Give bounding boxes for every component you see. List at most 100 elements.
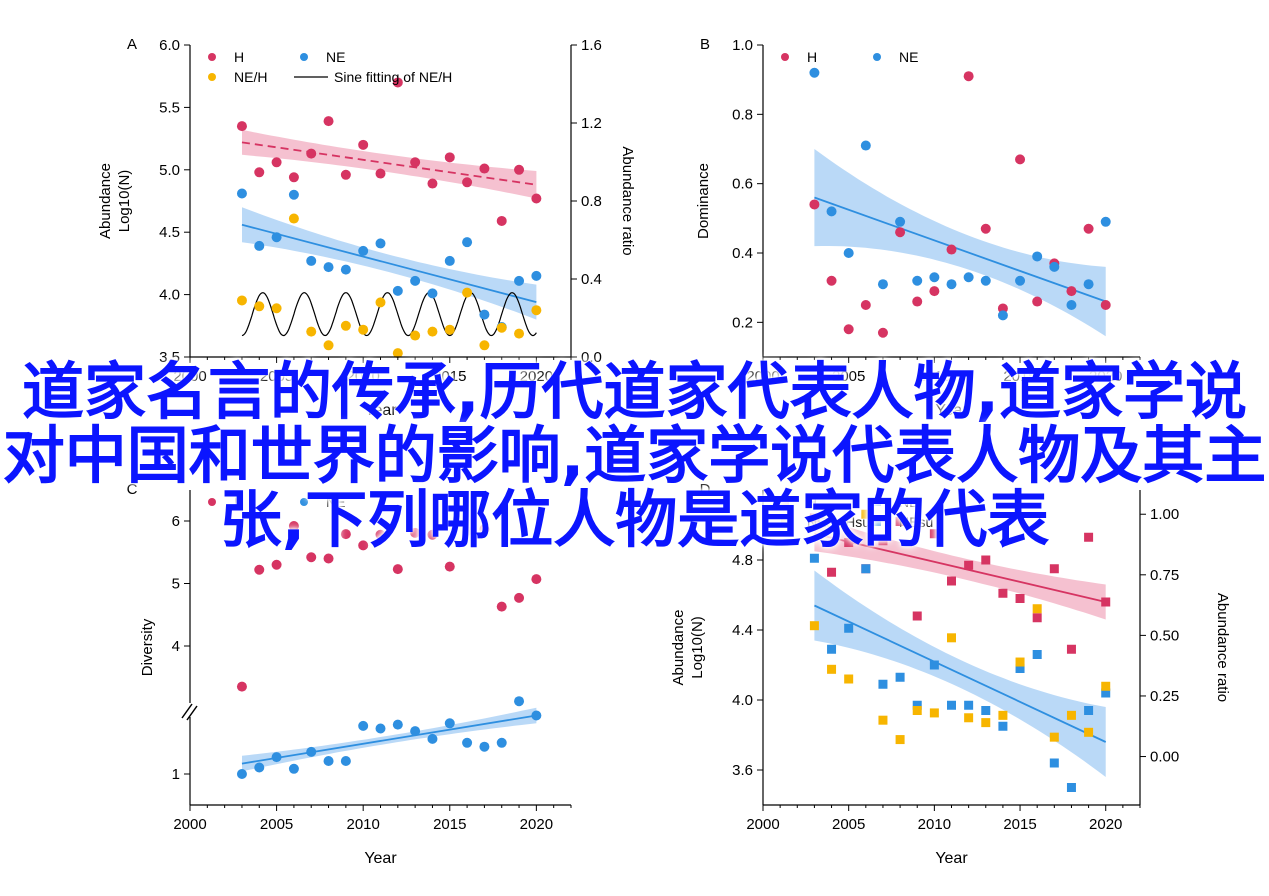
y2-tick-label: 0.50 [1150, 627, 1179, 644]
point-nesu-hsu [912, 706, 922, 715]
point-ne [462, 237, 473, 248]
legend-marker [300, 498, 308, 506]
point-h [964, 560, 974, 570]
point-h [895, 517, 905, 526]
point-ne [496, 737, 507, 748]
point-ne-h [427, 326, 438, 337]
point-nesu-hsu [878, 715, 888, 725]
point-ne-h [462, 287, 473, 298]
x-axis-title: Year [364, 402, 397, 419]
point-ne [1084, 706, 1094, 715]
y-axis-title-line2: Log10(N) [689, 616, 706, 679]
point-nesu-hsu [929, 708, 939, 718]
point-h [1066, 286, 1077, 297]
point-ne [981, 706, 991, 715]
point-ne [929, 660, 939, 670]
y-axis-title: Abundance Log10(N) [670, 610, 706, 686]
point-nesu-hsu [895, 735, 905, 745]
y-tick-label: 6 [172, 513, 180, 530]
legend-label: NE [326, 494, 345, 510]
panel-D: D 2000 2005 2010 2015 2020 Year 3.6 4.0 4.4 4.8 0.0… [670, 481, 1231, 867]
point-nesu-hsu [1015, 657, 1025, 667]
point-h [1049, 564, 1059, 574]
point-ne [340, 756, 351, 766]
trend-line-ne [241, 223, 537, 303]
point-ne [1066, 783, 1076, 792]
legend-label: NEsu [899, 514, 933, 530]
y-tick-label: 1 [172, 766, 180, 783]
y2-tick-label: 1.6 [581, 37, 602, 54]
legend-marker [208, 498, 216, 506]
x-tick-label: 2005 [260, 368, 293, 385]
point-ne [427, 733, 438, 744]
point-nesu-hsu [998, 710, 1008, 720]
y2-axis-title: Abundance ratio [619, 146, 636, 255]
point-h [340, 529, 351, 540]
point-nesu-hsu [1049, 732, 1059, 742]
point-ne [514, 696, 525, 707]
x-tick-label: 2015 [1003, 368, 1036, 385]
point-nesu-hsu [1084, 727, 1094, 737]
point-h [462, 177, 473, 188]
y-axis-title-line1: Abundance [670, 610, 687, 686]
trend-line-ne [814, 196, 1107, 303]
point-ne [964, 700, 974, 710]
x-tick-label: 2000 [746, 816, 779, 833]
point-h [997, 303, 1008, 314]
legend-label: NE [326, 49, 345, 65]
point-ne [1101, 688, 1111, 698]
point-ne-h [306, 326, 317, 337]
panel-letter: D [700, 481, 711, 498]
point-ne-h [410, 330, 421, 341]
point-h [392, 77, 403, 88]
point-ne [410, 726, 421, 737]
x-tick-label: 2010 [918, 816, 951, 833]
point-ne [236, 188, 247, 199]
point-h [323, 553, 334, 564]
point-nesu-hsu [1032, 604, 1042, 614]
legend-label: H [234, 49, 244, 65]
point-ne [877, 279, 888, 290]
y2-tick-label: 1.2 [581, 115, 602, 132]
point-h [496, 215, 507, 226]
legend-marker [208, 73, 216, 81]
panel-letter: C [127, 481, 138, 498]
trend-line-h [814, 532, 1106, 603]
y-tick-label: 5.0 [159, 162, 180, 179]
point-ne [1032, 251, 1043, 262]
panel-B: B 2000 2005 2010 2015 2020 Year 0.2 0.4 0.6 0.8 1.0… [695, 36, 1141, 419]
x-axis-title: Year [935, 850, 968, 867]
y-tick-label: 3.6 [732, 762, 753, 779]
point-h [1066, 644, 1076, 654]
point-nesu-hsu [1066, 710, 1076, 720]
point-ne [947, 700, 956, 710]
point-h [236, 681, 247, 692]
x-tick-label: 2005 [260, 816, 293, 833]
point-h [827, 567, 837, 577]
point-nesu-hsu [827, 664, 837, 674]
legend-label: NE [899, 49, 918, 65]
legend-label: NE [899, 494, 918, 510]
trend-line-h [241, 141, 537, 186]
point-ne [358, 720, 369, 731]
panel-letter: B [700, 36, 710, 53]
point-h [844, 538, 854, 547]
point-h [929, 529, 939, 539]
point-ne [809, 67, 820, 78]
point-h [271, 559, 282, 570]
point-h [358, 139, 369, 150]
y2-tick-label: 0.25 [1150, 688, 1179, 705]
point-h [809, 513, 819, 523]
legend-label: H [807, 494, 817, 510]
y-tick-label: 0.4 [732, 245, 753, 262]
x-tick-label: 2000 [173, 368, 206, 385]
point-h [340, 169, 351, 180]
point-nesu-hsu [981, 718, 991, 728]
point-h [444, 152, 455, 163]
point-h [843, 324, 854, 335]
point-nesu-hsu [844, 674, 854, 684]
point-h [946, 244, 957, 255]
point-ne-h [288, 213, 299, 224]
point-nesu-hsu [809, 621, 819, 631]
point-h [479, 524, 490, 535]
